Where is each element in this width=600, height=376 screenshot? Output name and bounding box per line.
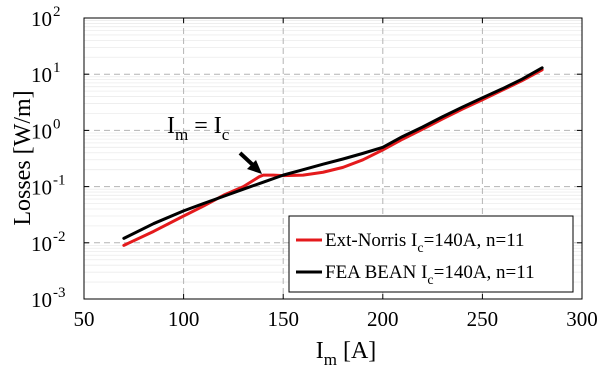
y-tick-label-exponent: -3 [53,285,66,301]
x-tick-label: 250 [467,307,499,331]
legend-label-part: Ext-Norris I [325,230,417,251]
y-axis-label: Losses [W/m] [10,90,36,225]
x-tick-label: 150 [267,307,299,331]
y-tick-label: 10 [31,288,52,312]
y-tick-label-exponent: 1 [53,60,61,76]
x-tick-label: 300 [566,307,598,331]
legend: Ext-Norris Ic=140A, n=11 FEA BEAN Ic=140… [289,216,573,292]
x-tick-label: 200 [367,307,399,331]
y-tick-label-exponent: -1 [53,173,66,189]
y-tick-label: 10 [31,232,52,256]
x-axis-label-main: I [316,338,324,364]
y-tick-label-exponent: 2 [53,4,61,20]
legend-label-part: FEA BEAN I [325,262,427,283]
y-tick-label-exponent: -2 [53,229,66,245]
x-axis-label-subscript: m [324,350,337,369]
annotation-label-part: m [175,125,188,144]
x-tick-label: 100 [168,307,200,331]
x-axis-label-unit: [A] [343,338,376,364]
annotation-label-part: I [167,113,175,139]
x-tick-label: 50 [74,307,95,331]
annotation-label-part: = I [188,113,222,139]
y-tick-label: 10 [31,7,52,31]
y-tick-label-exponent: 0 [53,116,61,132]
annotation-label-part: c [222,125,230,144]
legend-label-part: =140A, n=11 [424,230,525,251]
legend-label-part: =140A, n=11 [434,262,535,283]
y-tick-label: 10 [31,63,52,87]
